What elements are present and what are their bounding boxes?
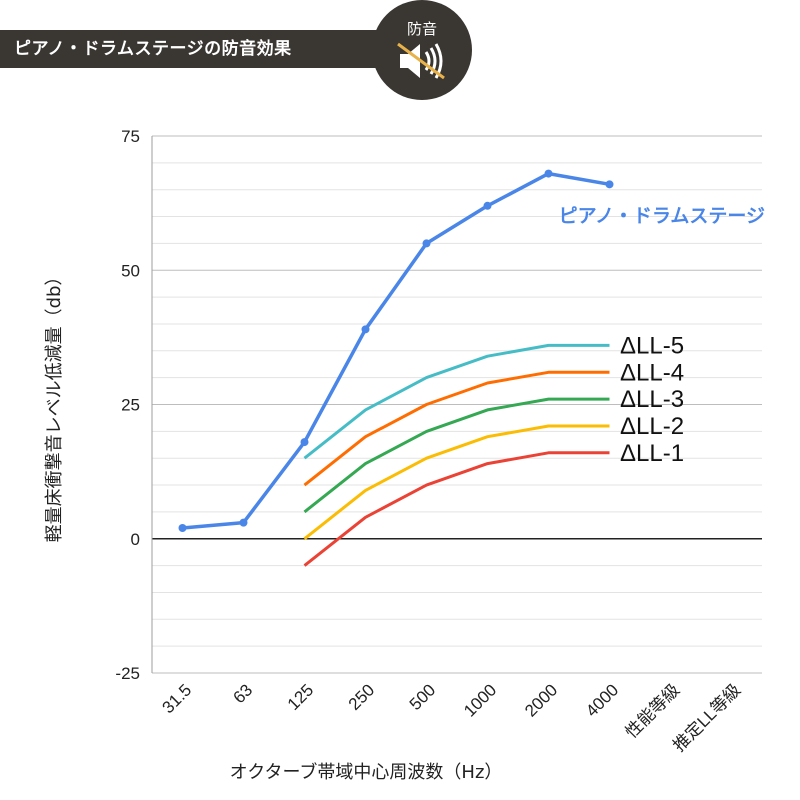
data-point <box>483 201 492 210</box>
series-label: ΔLL-4 <box>620 359 684 386</box>
series-line <box>182 171 610 530</box>
x-tick-label: 250 <box>345 680 378 713</box>
x-tick-label: 4000 <box>582 680 622 720</box>
series-line <box>303 451 610 567</box>
x-tick-label: 500 <box>406 680 439 713</box>
series-label: ピアノ・ドラムステージ <box>559 205 765 227</box>
data-point <box>178 524 187 533</box>
x-tick-label: 2000 <box>521 680 561 720</box>
series-line <box>303 370 610 487</box>
muted-speaker-icon <box>397 42 445 80</box>
y-tick-label: 25 <box>121 396 140 415</box>
badge-label: 防音 <box>406 20 437 38</box>
x-axis-title: オクターブ帯域中心周波数（Hz） <box>230 761 503 783</box>
data-point <box>239 518 248 527</box>
data-point <box>544 169 553 178</box>
series-line <box>303 397 610 514</box>
data-point <box>361 325 370 334</box>
x-tick-label: 31.5 <box>158 680 195 717</box>
data-point <box>300 438 309 447</box>
page-title: ピアノ・ドラムステージの防音効果 <box>0 30 420 68</box>
x-tick-label: 性能等級 <box>622 680 684 742</box>
data-point <box>605 180 614 189</box>
series-label: ΔLL-3 <box>620 386 684 413</box>
series-label: ΔLL-5 <box>620 332 684 359</box>
x-tick-label: 63 <box>230 680 257 707</box>
series-label: ΔLL-1 <box>620 440 684 467</box>
x-tick-label: 1000 <box>460 680 500 720</box>
y-axis-title: 軽量床衝撃音レベル低減量（db） <box>44 268 65 543</box>
soundproof-badge: 防音 <box>372 0 472 100</box>
x-tick-label: 125 <box>284 680 317 713</box>
y-tick-label: 0 <box>131 530 140 549</box>
y-tick-label: -25 <box>115 664 140 683</box>
series-label: ΔLL-2 <box>620 413 684 440</box>
y-tick-label: 50 <box>121 261 140 280</box>
y-tick-label: 75 <box>121 127 140 146</box>
series-line <box>303 424 610 540</box>
data-point <box>422 239 431 248</box>
series-line <box>303 343 610 460</box>
